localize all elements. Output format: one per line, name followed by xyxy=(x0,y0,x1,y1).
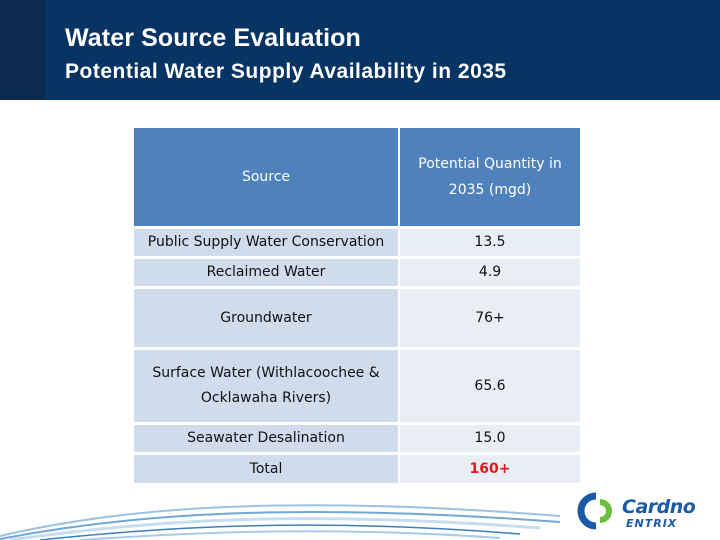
banner-accent-bar xyxy=(0,0,45,100)
title-banner: Water Source Evaluation Potential Water … xyxy=(0,0,720,100)
column-header-quantity: Potential Quantity in 2035 (mgd) xyxy=(400,128,580,226)
table-row-quantity: 13.5 xyxy=(400,229,580,256)
table-row-source: Surface Water (Withlacoochee & Ocklawaha… xyxy=(134,350,398,422)
cardno-logo-icon xyxy=(577,492,612,530)
table-row-source: Public Supply Water Conservation xyxy=(134,229,398,256)
total-row-label: Total xyxy=(134,455,398,483)
slide-title: Water Source Evaluation xyxy=(65,24,361,52)
water-supply-table: Source Potential Quantity in 2035 (mgd) … xyxy=(134,128,580,483)
decorative-swoosh xyxy=(0,504,560,540)
table-row-source: Seawater Desalination xyxy=(134,425,398,452)
slide-subtitle: Potential Water Supply Availability in 2… xyxy=(65,60,507,83)
table-row-quantity: 76+ xyxy=(400,289,580,347)
table-row-source: Groundwater xyxy=(134,289,398,347)
table-row-source: Reclaimed Water xyxy=(134,259,398,286)
column-header-source: Source xyxy=(134,128,398,226)
table-row-quantity: 4.9 xyxy=(400,259,580,286)
logo-wordmark: Cardno xyxy=(622,496,696,518)
logo-subtitle: ENTRIX xyxy=(626,517,678,530)
table-row-quantity: 65.6 xyxy=(400,350,580,422)
total-row-value: 160+ xyxy=(400,455,580,483)
table-row-quantity: 15.0 xyxy=(400,425,580,452)
